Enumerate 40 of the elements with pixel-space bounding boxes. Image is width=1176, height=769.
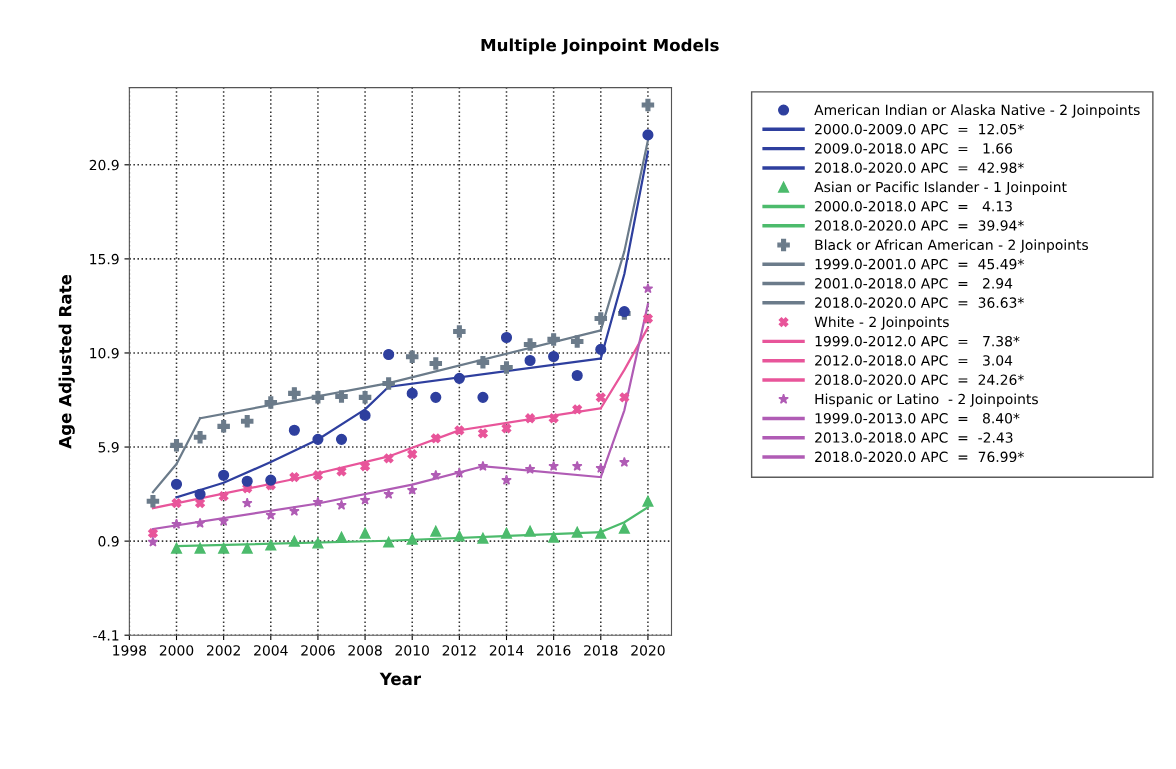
y-tick-label: -4.1 bbox=[93, 630, 119, 641]
chart-title: Multiple Joinpoint Models bbox=[481, 38, 719, 55]
legend-label: American Indian or Alaska Native - 2 Joinpoints bbox=[814, 104, 1140, 118]
legend-label: 1999.0-2001.0 APC = 45.49* bbox=[815, 258, 1024, 270]
x-tick-label: 2010 bbox=[395, 645, 429, 656]
legend-label: 2018.0-2020.0 APC = 24.26* bbox=[815, 374, 1024, 385]
legend-label: Black or African American - 2 Joinpoints bbox=[815, 239, 1088, 253]
y-tick-label: 20.9 bbox=[89, 159, 119, 171]
y-tick-label: 0.9 bbox=[98, 536, 119, 547]
x-tick-label: 2018 bbox=[584, 645, 618, 656]
x-tick-label: 2016 bbox=[536, 645, 571, 656]
legend-label: 2018.0-2020.0 APC = 36.63* bbox=[815, 297, 1024, 308]
y-tick-label: 10.9 bbox=[90, 347, 119, 359]
legend-label: 2000.0-2018.0 APC = 4.13 bbox=[815, 200, 1012, 212]
x-tick-label: 2008 bbox=[348, 645, 382, 656]
legend-label: White - 2 Joinpoints bbox=[814, 316, 949, 330]
legend-label: 1999.0-2012.0 APC = 7.38* bbox=[815, 335, 1020, 347]
legend-label: 2009.0-2018.0 APC = 1.66 bbox=[815, 143, 1013, 154]
x-tick-label: 2014 bbox=[489, 645, 524, 656]
x-tick-label: 2020 bbox=[631, 645, 665, 656]
x-tick-label: 2006 bbox=[301, 645, 335, 656]
y-axis-title: Age Adjusted Rate bbox=[58, 274, 75, 449]
x-axis-title: Year bbox=[379, 672, 422, 686]
legend-label: Hispanic or Latino - 2 Joinpoints bbox=[815, 393, 1038, 407]
legend-label: Asian or Pacific Islander - 1 Joinpoint bbox=[814, 181, 1067, 195]
legend-label: 2000.0-2009.0 APC = 12.05* bbox=[815, 123, 1024, 135]
legend-label: 2018.0-2020.0 APC = 39.94* bbox=[815, 220, 1024, 231]
x-tick-label: 2004 bbox=[254, 645, 288, 656]
legend-label: 2001.0-2018.0 APC = 2.94 bbox=[815, 278, 1013, 289]
x-tick-label: 2002 bbox=[206, 645, 240, 656]
x-tick-label: 2000 bbox=[159, 645, 194, 656]
legend-label: 2018.0-2020.0 APC = 42.98* bbox=[815, 162, 1024, 173]
y-tick-label: 15.9 bbox=[90, 253, 119, 265]
legend-label: 2012.0-2018.0 APC = 3.04 bbox=[815, 355, 1013, 366]
legend-label: 2018.0-2020.0 APC = 76.99* bbox=[815, 451, 1024, 463]
x-tick-label: 2012 bbox=[442, 645, 476, 656]
y-tick-label: 5.9 bbox=[98, 442, 119, 453]
x-tick-label: 1998 bbox=[113, 645, 147, 656]
legend-label: 2013.0-2018.0 APC = -2.43 bbox=[815, 432, 1013, 443]
legend-label: 1999.0-2013.0 APC = 8.40* bbox=[815, 413, 1020, 424]
